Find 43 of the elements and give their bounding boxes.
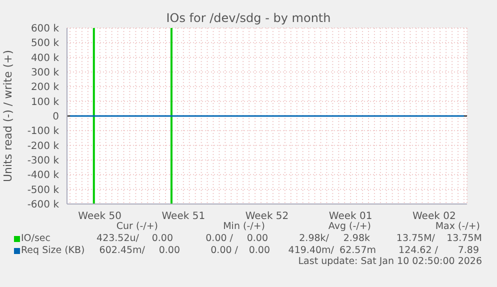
text: 2.98k/ <box>299 233 329 244</box>
x-tick-label: Week 01 <box>328 211 372 222</box>
y-tick-label: 200 k <box>30 82 60 94</box>
y-tick-label: -500 k <box>27 184 60 196</box>
text: Last update: Sat Jan 10 02:50:00 2026 <box>298 256 482 267</box>
text: 602.45m/ <box>99 245 145 256</box>
text: 423.52u/ <box>96 233 139 244</box>
text: 0.00 <box>152 233 173 244</box>
chart-title: IOs for /dev/sdg - by month <box>165 11 332 25</box>
y-tick-label: 0 <box>52 112 59 123</box>
y-tick-label: -300 k <box>27 156 60 167</box>
text: Max (-/+) <box>435 221 480 232</box>
y-tick-label: -200 k <box>27 140 60 152</box>
text: 0.00 <box>158 245 180 256</box>
y-tick-label: 300 k <box>30 68 60 79</box>
text: 0.00 / <box>210 245 238 256</box>
x-tick-label: Week 52 <box>245 211 289 222</box>
x-tick-label: Week 02 <box>412 211 456 222</box>
y-axis-title: Units read (-) / write (+) <box>2 50 14 182</box>
y-tick-label: -600 k <box>27 200 60 211</box>
text: 0.00 <box>248 245 270 256</box>
text: Cur (-/+) <box>116 221 158 232</box>
x-tick-label: Week 50 <box>78 211 122 222</box>
y-tick-label: -400 k <box>27 170 60 182</box>
y-tick-label: -100 k <box>27 126 60 138</box>
text: 0.00 / <box>206 233 233 244</box>
y-tick-label: 100 k <box>30 96 60 108</box>
text: 13.75M/ <box>396 233 435 244</box>
text: 0.00 <box>246 233 268 244</box>
y-tick-label: 400 k <box>30 52 60 64</box>
x-tick-label: Week 51 <box>162 211 206 222</box>
legend-label: Req Size (KB) <box>20 245 85 256</box>
text: 13.75M <box>446 233 482 244</box>
text: 2.98k <box>343 233 370 244</box>
text: 124.62 / <box>398 245 438 256</box>
text: 7.89 <box>458 245 479 256</box>
legend-label: IO/sec <box>20 233 50 244</box>
text: Avg (-/+) <box>328 221 371 232</box>
text: Min (-/+) <box>223 221 265 232</box>
text: 419.40m/ <box>288 245 334 256</box>
y-tick-label: 500 k <box>30 38 60 50</box>
y-tick-label: 600 k <box>30 24 60 35</box>
text: 62.57m <box>340 245 376 256</box>
